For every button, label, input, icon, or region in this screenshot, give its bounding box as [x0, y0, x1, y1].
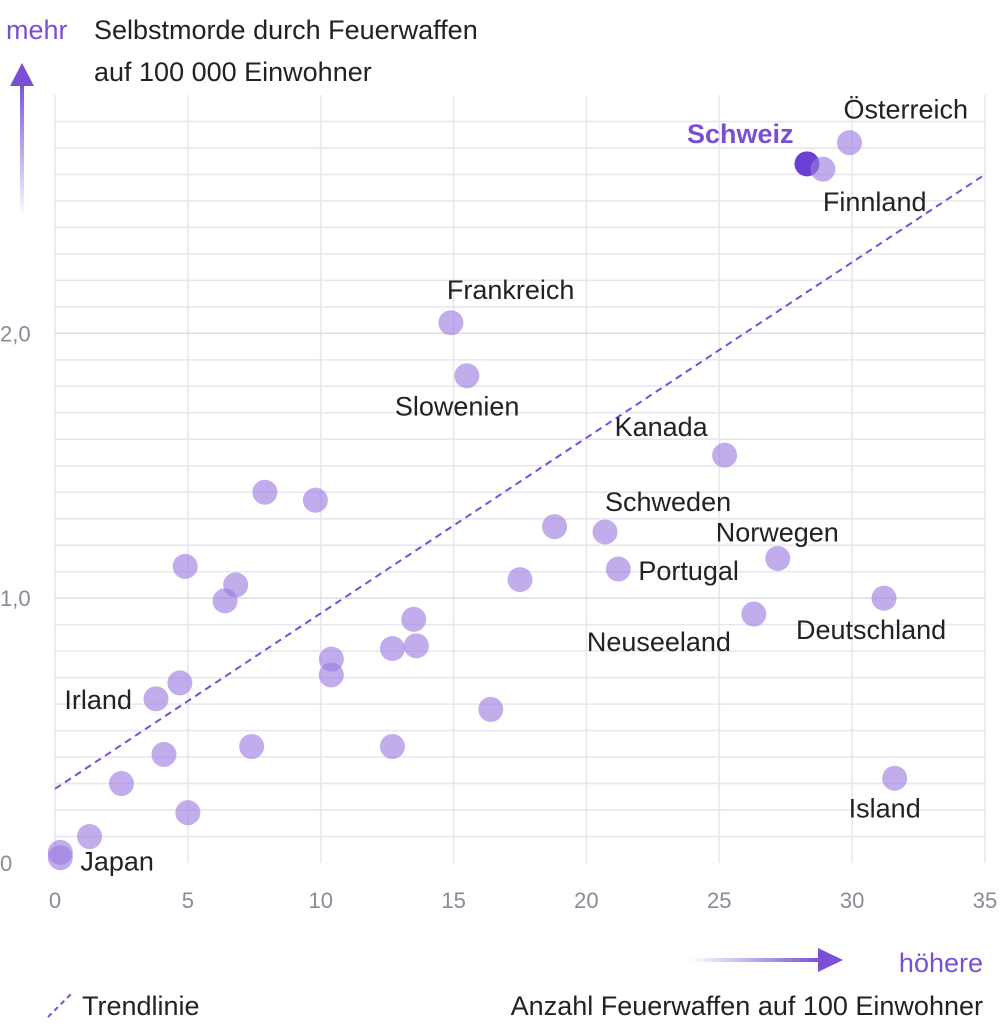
data-point [151, 741, 177, 767]
x-direction-label: höhere [899, 948, 983, 978]
data-point [318, 662, 344, 688]
point-label: Island [849, 793, 921, 823]
legend-label: Trendlinie [82, 991, 200, 1021]
point-label: Norwegen [716, 517, 839, 547]
data-point [605, 556, 631, 582]
point-label: Japan [80, 846, 154, 876]
chart-title-line2: auf 100 000 Einwohner [94, 57, 372, 87]
data-point [175, 800, 201, 826]
data-point [478, 696, 504, 722]
data-point [712, 442, 738, 468]
data-point [836, 130, 862, 156]
x-direction-arrow [690, 948, 843, 972]
x-tick-label: 20 [574, 888, 598, 913]
point-label: Portugal [638, 556, 739, 586]
y-direction-label: mehr [6, 15, 68, 45]
point-label: Schweiz [687, 119, 794, 149]
data-point [454, 363, 480, 389]
data-point [810, 156, 836, 182]
data-point [239, 733, 265, 759]
x-tick-label: 15 [441, 888, 465, 913]
data-point [542, 514, 568, 540]
data-point [47, 845, 73, 871]
point-label: Schweden [605, 487, 731, 517]
data-point [741, 601, 767, 627]
point-label: Deutschland [796, 615, 946, 645]
y-tick-label: 0 [0, 851, 12, 876]
data-point [302, 487, 328, 513]
data-point [167, 670, 193, 696]
data-point [438, 310, 464, 336]
point-label: Irland [64, 685, 132, 715]
point-label: Österreich [843, 95, 968, 125]
data-point [108, 771, 134, 797]
y-direction-arrow [10, 63, 34, 217]
data-point [765, 545, 791, 571]
data-point [871, 585, 897, 611]
x-axis-label: Anzahl Feuerwaffen auf 100 Einwohner [511, 991, 983, 1021]
x-tick-label: 10 [308, 888, 332, 913]
axis-ticks: 0 5 10 15 20 25 30 35 0 1,0 2,0 [0, 321, 997, 913]
data-point [172, 553, 198, 579]
legend: Trendlinie [47, 991, 200, 1021]
data-point [252, 479, 278, 505]
data-point [379, 733, 405, 759]
grid [54, 95, 986, 863]
point-labels: Japan Irland Frankreich Slowenien Schweden Po… [64, 95, 968, 877]
chart-title-line1: Selbstmorde durch Feuerwaffen [94, 15, 478, 45]
x-tick-label: 5 [182, 888, 194, 913]
trendline [54, 173, 986, 790]
x-tick-label: 30 [840, 888, 864, 913]
data-point [223, 572, 249, 598]
data-points [47, 130, 908, 871]
x-tick-label: 0 [49, 888, 61, 913]
legend-trendline-swatch [47, 992, 73, 1018]
point-label: Slowenien [395, 392, 520, 422]
point-label: Kanada [615, 412, 709, 442]
data-point [143, 686, 169, 712]
y-tick-label: 2,0 [0, 321, 31, 346]
point-label: Frankreich [447, 275, 575, 305]
data-point [77, 824, 103, 850]
x-tick-label: 35 [973, 888, 997, 913]
data-point [592, 519, 618, 545]
data-point [379, 635, 405, 661]
point-label: Neuseeland [587, 627, 731, 657]
x-tick-label: 25 [707, 888, 731, 913]
data-point [401, 606, 427, 632]
data-point [403, 633, 429, 659]
y-tick-label: 1,0 [0, 586, 31, 611]
data-point [507, 567, 533, 593]
point-label: Finnland [823, 187, 927, 217]
data-point [882, 765, 908, 791]
